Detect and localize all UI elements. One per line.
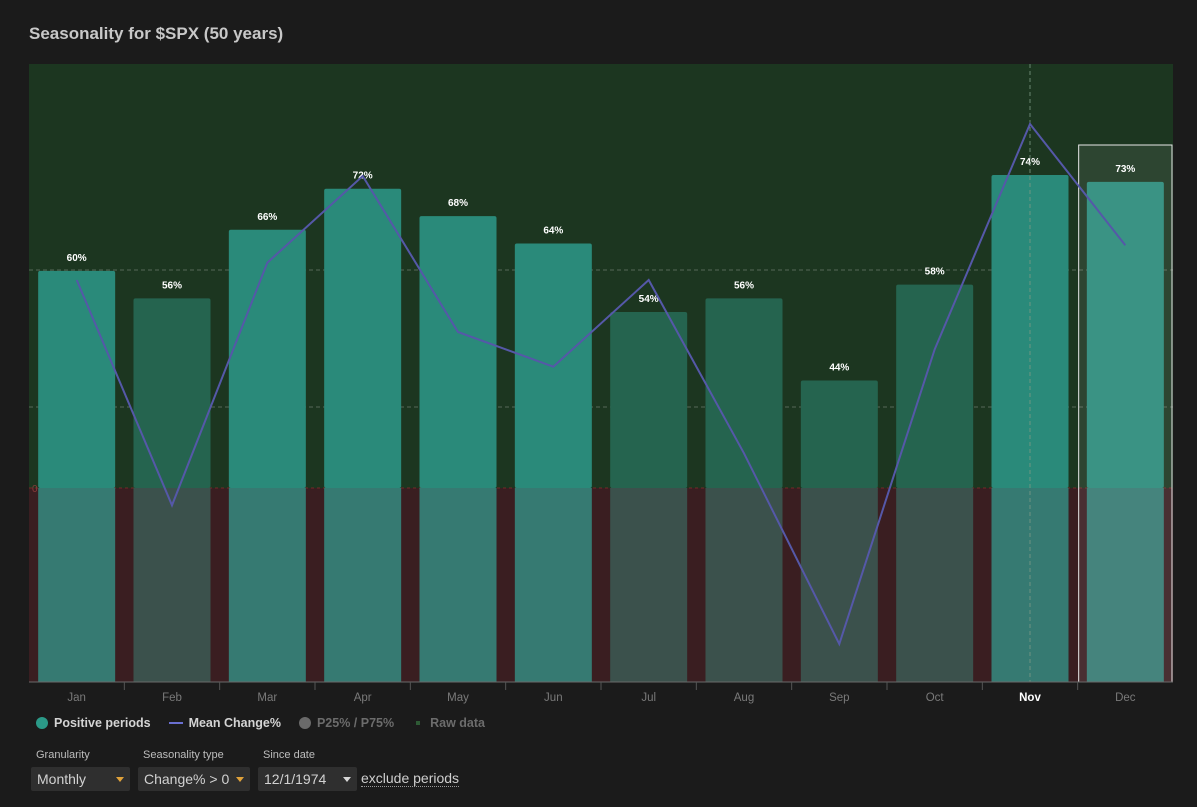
- chevron-down-icon: [116, 776, 124, 782]
- bar-data-label: 73%: [1115, 164, 1135, 175]
- raw-data-swatch-icon: [416, 721, 421, 725]
- exclude-periods-link[interactable]: exclude periods: [361, 770, 460, 787]
- x-tick-label: Jan: [67, 692, 86, 704]
- legend-positive-periods[interactable]: Positive periods: [36, 716, 151, 730]
- since-date-value: 12/1/1974: [264, 771, 327, 787]
- bar-jan: [38, 270, 116, 488]
- bar-data-label: 60%: [67, 253, 87, 264]
- bar-jul: [610, 312, 688, 488]
- chevron-down-icon: [343, 776, 351, 782]
- bar-data-label: 66%: [257, 212, 277, 223]
- bar-aug: [705, 298, 783, 488]
- x-tick-label: Jul: [641, 692, 656, 704]
- bar-dec-lower: [1086, 488, 1164, 682]
- mean-change-line: [75, 122, 1127, 647]
- bar-mar: [228, 229, 306, 489]
- bar-oct: [896, 284, 974, 488]
- legend-mean-change[interactable]: Mean Change%: [168, 716, 281, 730]
- percentiles-swatch-icon: [298, 717, 311, 729]
- bar-jan-lower: [38, 488, 116, 682]
- bar-data-label: 54%: [639, 294, 659, 305]
- x-tick-label: Apr: [354, 692, 372, 704]
- bar-data-label: 64%: [543, 226, 563, 237]
- positive-periods-swatch-icon: [36, 717, 48, 729]
- x-tick-label: Jun: [544, 692, 563, 704]
- seasonality-type-select[interactable]: Change% > 0: [138, 767, 250, 791]
- seasonality-type-control: Seasonality type Change% > 0: [138, 749, 250, 791]
- chart-title: Seasonality for $SPX (50 years): [29, 24, 284, 43]
- x-tick-label: Dec: [1115, 692, 1136, 704]
- bar-data-label: 68%: [448, 198, 468, 209]
- bar-jun-lower: [514, 488, 592, 682]
- x-tick-label: Aug: [734, 692, 754, 704]
- since-date-picker[interactable]: 12/1/1974: [258, 767, 357, 791]
- x-tick-label: Mar: [257, 692, 277, 704]
- mean-change-line-icon: [168, 722, 183, 724]
- bar-data-label: 56%: [734, 280, 754, 291]
- bar-feb: [133, 298, 211, 488]
- bar-data-label: 44%: [829, 363, 849, 374]
- seasonality-type-label: Seasonality type: [143, 749, 224, 761]
- x-tick-label: May: [447, 692, 469, 704]
- since-date-control: Since date 12/1/1974: [258, 749, 357, 791]
- bar-data-label: 58%: [925, 267, 945, 278]
- selected-period-box: [1078, 144, 1173, 683]
- seasonality-chart[interactable]: 060%56%66%72%68%64%54%56%44%58%74%73%Jan…: [0, 0, 1197, 705]
- bar-may: [419, 216, 497, 489]
- bar-feb-lower: [133, 488, 211, 682]
- bar-may-lower: [419, 488, 497, 682]
- x-tick-label: Sep: [829, 692, 849, 704]
- legend-raw-data[interactable]: Raw data: [412, 716, 485, 730]
- bar-dec: [1086, 181, 1164, 488]
- granularity-select[interactable]: Monthly: [31, 767, 130, 791]
- bar-sep: [800, 380, 878, 488]
- legend-label: Positive periods: [54, 716, 151, 730]
- bar-oct-lower: [896, 488, 974, 682]
- zero-axis-label: 0: [32, 484, 38, 495]
- legend-label: P25% / P75%: [316, 716, 395, 730]
- x-tick-label: Nov: [1019, 692, 1041, 704]
- legend-percentiles[interactable]: P25% / P75%: [298, 716, 395, 730]
- bar-apr-lower: [324, 488, 402, 682]
- x-tick-label: Oct: [926, 692, 945, 704]
- granularity-control: Granularity Monthly: [31, 749, 130, 791]
- chart-controls: Granularity Monthly Seasonality type Cha…: [31, 749, 460, 791]
- granularity-value: Monthly: [37, 771, 87, 787]
- since-date-label: Since date: [263, 749, 315, 761]
- seasonality-type-value: Change% > 0: [144, 771, 230, 787]
- x-tick-label: Feb: [162, 692, 182, 704]
- bar-apr: [324, 188, 402, 488]
- bar-data-label: 56%: [162, 280, 182, 291]
- negative-zone-background: [29, 488, 1173, 682]
- legend-label: Mean Change%: [188, 716, 281, 730]
- bar-aug-lower: [705, 488, 783, 682]
- bar-sep-lower: [800, 488, 878, 682]
- chevron-down-icon: [236, 776, 244, 782]
- bar-mar-lower: [228, 488, 306, 682]
- chart-legend: Positive periods Mean Change% P25% / P75…: [36, 716, 485, 730]
- positive-zone-background: [29, 64, 1173, 488]
- granularity-label: Granularity: [36, 749, 90, 761]
- bar-jul-lower: [610, 488, 688, 682]
- legend-label: Raw data: [430, 716, 485, 730]
